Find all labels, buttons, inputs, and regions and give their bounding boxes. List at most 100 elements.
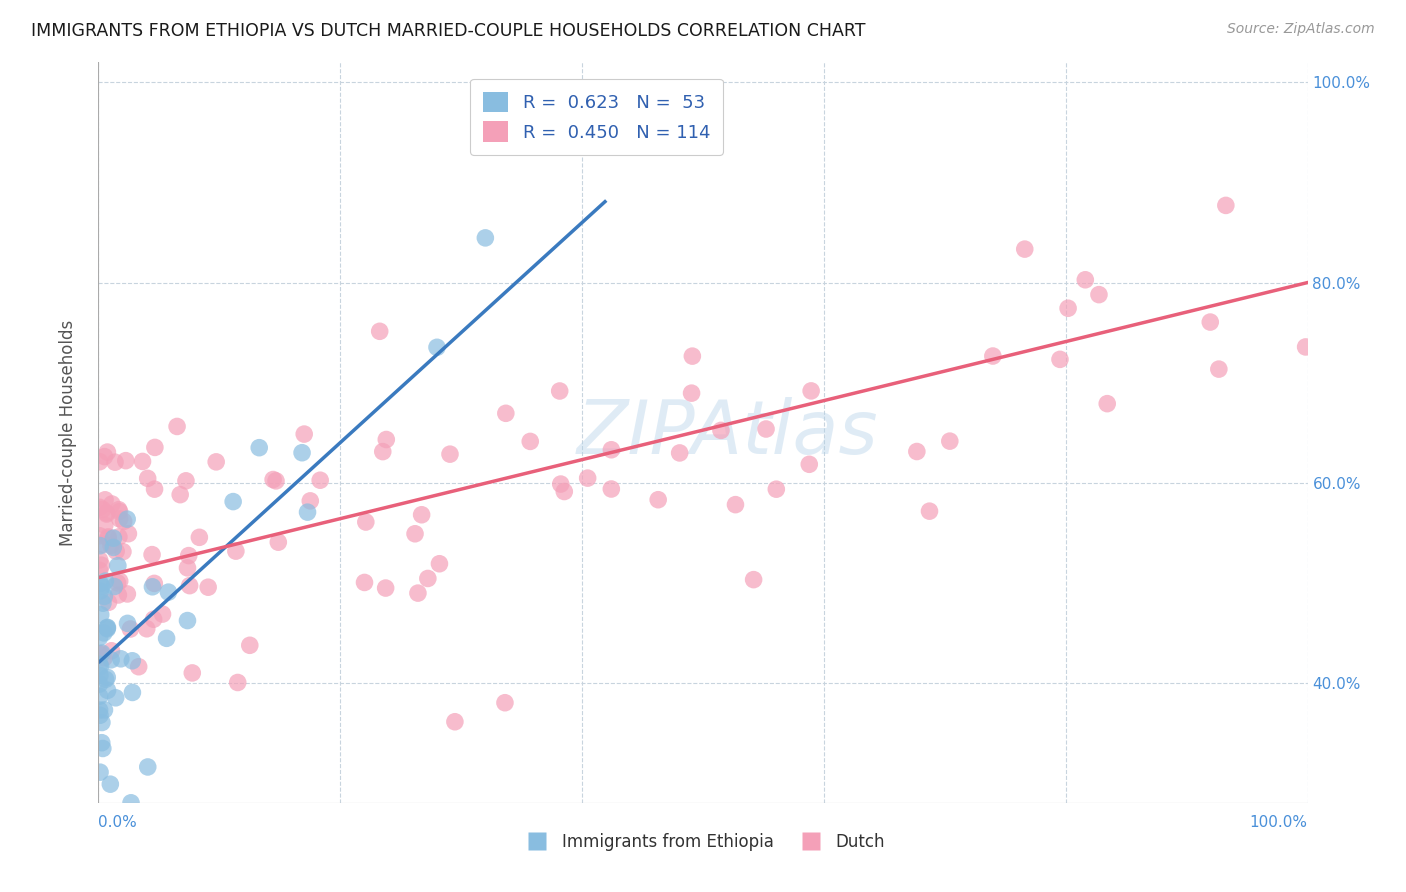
Point: [174, 474, 197, 488]
Point: [495, 406, 517, 420]
Point: [104, 690, 127, 705]
Point: [90, 607, 112, 622]
Point: [1295, 340, 1317, 354]
Y-axis label: Married-couple Households: Married-couple Households: [59, 319, 77, 546]
Point: [981, 349, 1004, 363]
Point: [1199, 315, 1222, 329]
Point: [439, 447, 461, 461]
Point: [97, 683, 120, 698]
Point: [89, 689, 111, 703]
Point: [494, 696, 516, 710]
Point: [426, 340, 449, 354]
Point: [115, 512, 138, 526]
Point: [1088, 287, 1111, 301]
Point: [96, 670, 118, 684]
Point: [519, 434, 541, 449]
Point: [474, 231, 496, 245]
Point: [205, 455, 228, 469]
Point: [89, 765, 111, 780]
Point: [179, 579, 201, 593]
Point: [96, 622, 118, 636]
Point: [292, 427, 315, 442]
Point: [225, 544, 247, 558]
Point: [97, 531, 120, 545]
Point: [101, 497, 124, 511]
Point: [108, 512, 131, 526]
Point: [114, 453, 136, 467]
Point: [291, 446, 314, 460]
Point: [176, 614, 198, 628]
Point: [120, 622, 142, 636]
Point: [297, 505, 319, 519]
Point: [117, 526, 139, 541]
Point: [371, 444, 394, 458]
Point: [91, 741, 114, 756]
Point: [89, 563, 111, 577]
Point: [710, 424, 733, 438]
Point: [374, 581, 396, 595]
Point: [416, 572, 439, 586]
Point: [197, 580, 219, 594]
Point: [354, 515, 377, 529]
Point: [93, 590, 115, 604]
Point: [353, 575, 375, 590]
Point: [89, 539, 111, 553]
Point: [176, 561, 198, 575]
Point: [117, 616, 139, 631]
Point: [94, 574, 117, 588]
Point: [89, 657, 111, 672]
Point: [93, 626, 115, 640]
Point: [1014, 242, 1036, 256]
Point: [107, 502, 129, 516]
Point: [226, 675, 249, 690]
Point: [142, 612, 165, 626]
Point: [177, 549, 200, 563]
Point: [188, 530, 211, 544]
Point: [143, 576, 166, 591]
Point: [939, 434, 962, 449]
Point: [94, 518, 117, 533]
Point: [103, 580, 125, 594]
Point: [135, 622, 157, 636]
Point: [299, 494, 322, 508]
Point: [90, 646, 112, 660]
Point: [681, 349, 703, 363]
Point: [905, 444, 928, 458]
Point: [131, 454, 153, 468]
Point: [103, 541, 125, 555]
Point: [117, 587, 139, 601]
Point: [89, 648, 111, 662]
Point: [136, 760, 159, 774]
Point: [96, 506, 118, 520]
Point: [93, 450, 115, 464]
Point: [110, 652, 132, 666]
Point: [1057, 301, 1080, 316]
Point: [97, 595, 120, 609]
Point: [136, 471, 159, 485]
Point: [368, 324, 391, 338]
Point: [309, 473, 332, 487]
Point: [89, 630, 111, 644]
Point: [1215, 198, 1237, 212]
Point: [576, 471, 599, 485]
Point: [104, 455, 127, 469]
Point: [600, 442, 623, 457]
Point: [1208, 362, 1230, 376]
Point: [91, 596, 114, 610]
Point: [89, 703, 111, 717]
Point: [166, 419, 188, 434]
Point: [681, 386, 703, 401]
Point: [141, 580, 163, 594]
Point: [98, 777, 121, 791]
Point: [143, 441, 166, 455]
Point: [239, 638, 262, 652]
Point: [647, 492, 669, 507]
Point: [181, 665, 204, 680]
Point: [111, 544, 134, 558]
Point: [143, 482, 166, 496]
Point: [800, 384, 823, 398]
Point: [91, 537, 114, 551]
Point: [108, 505, 131, 519]
Point: [1097, 397, 1119, 411]
Point: [247, 441, 270, 455]
